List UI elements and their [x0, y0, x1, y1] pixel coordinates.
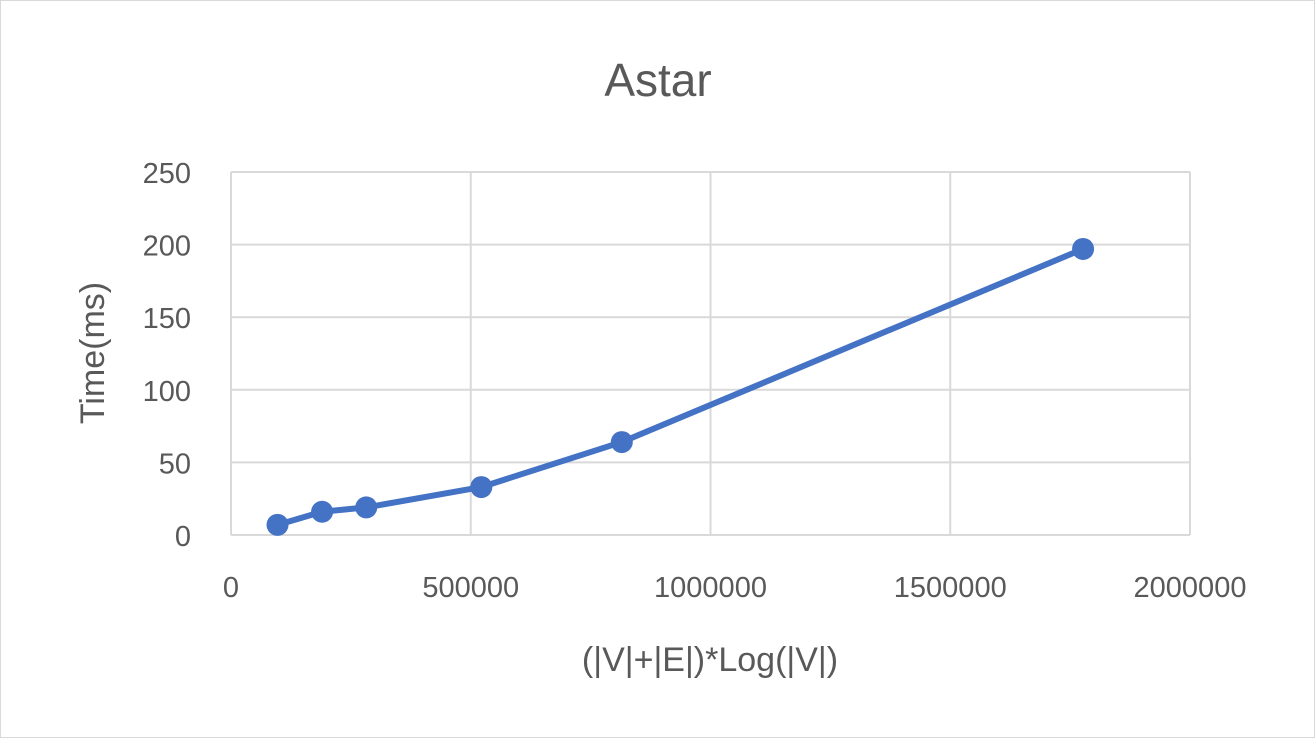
y-tick-label: 250 [143, 158, 191, 190]
x-axis-label: (|V|+|E|)*Log(|V|) [582, 641, 838, 679]
data-point [311, 500, 334, 523]
y-tick-label: 200 [143, 231, 191, 263]
y-tick-label: 50 [159, 448, 191, 480]
y-tick-label: 150 [143, 303, 191, 335]
y-axis-label: Time(ms) [74, 282, 112, 424]
series-layer [266, 237, 1095, 536]
y-tick-label: 100 [143, 376, 191, 408]
y-axis-ticks: 0 50 100 150 200 250 [143, 158, 191, 553]
chart-title: Astar [604, 54, 711, 106]
series-line [274, 245, 1087, 528]
x-tick-label: 500000 [422, 572, 519, 604]
x-tick-label: 1000000 [654, 572, 767, 604]
data-point [266, 513, 289, 536]
grid-lines [230, 171, 1191, 536]
y-tick-label: 0 [175, 521, 191, 553]
data-point [355, 496, 378, 519]
data-point [610, 431, 633, 454]
x-tick-label: 2000000 [1134, 572, 1247, 604]
data-point [470, 476, 493, 499]
data-point [1072, 237, 1095, 260]
x-tick-label: 0 [223, 572, 239, 604]
x-axis-ticks: 0 500000 1000000 1500000 2000000 [223, 572, 1247, 604]
x-tick-label: 1500000 [894, 572, 1007, 604]
